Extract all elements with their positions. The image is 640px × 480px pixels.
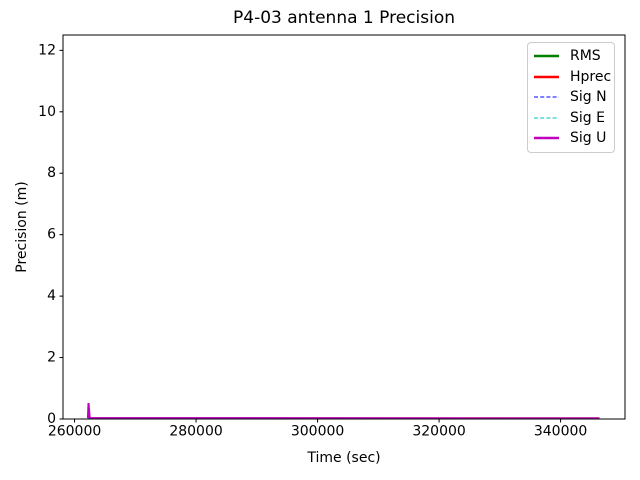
legend-item-rms: RMS <box>533 46 609 67</box>
legend-label-rms: RMS <box>570 48 601 65</box>
legend-item-sig-u: Sig U <box>533 128 609 149</box>
y-axis-label: Precision (m) <box>14 181 30 273</box>
plot-border <box>62 34 626 420</box>
x-tick-label: 300000 <box>291 424 344 440</box>
legend-item-hprec: Hprec <box>533 67 612 88</box>
x-tick-label: 260000 <box>48 424 101 440</box>
chart-title: P4-03 antenna 1 Precision <box>233 8 455 28</box>
x-tick-label: 340000 <box>534 424 587 440</box>
y-tick-label: 8 <box>47 165 56 181</box>
y-tick-label: 10 <box>38 104 56 120</box>
legend-line-swatch-sig-e <box>534 117 559 119</box>
y-tick-label: 0 <box>47 411 56 427</box>
x-tick-label: 280000 <box>169 424 222 440</box>
legend-line-swatch-rms <box>534 55 559 58</box>
y-tick-label: 4 <box>47 288 56 304</box>
legend: RMS Hprec Sig N Sig E Sig U <box>527 42 615 153</box>
series-line-sig-u <box>86 402 600 420</box>
legend-label-hprec: Hprec <box>570 68 612 85</box>
legend-label-sig-n: Sig N <box>570 89 607 106</box>
y-tick-label: 2 <box>47 350 56 366</box>
legend-line-swatch-sig-n <box>534 96 559 98</box>
x-axis-label: Time (sec) <box>307 450 381 466</box>
legend-item-sig-n: Sig N <box>533 87 609 108</box>
legend-line-swatch-sig-u <box>534 137 559 140</box>
y-tick-label: 6 <box>47 227 56 243</box>
legend-label-sig-e: Sig E <box>570 109 605 126</box>
y-tick-label: 12 <box>38 42 56 58</box>
legend-line-swatch-hprec <box>534 75 559 78</box>
legend-label-sig-u: Sig U <box>570 130 607 147</box>
x-tick-label: 320000 <box>412 424 465 440</box>
legend-item-sig-e: Sig E <box>533 108 609 129</box>
